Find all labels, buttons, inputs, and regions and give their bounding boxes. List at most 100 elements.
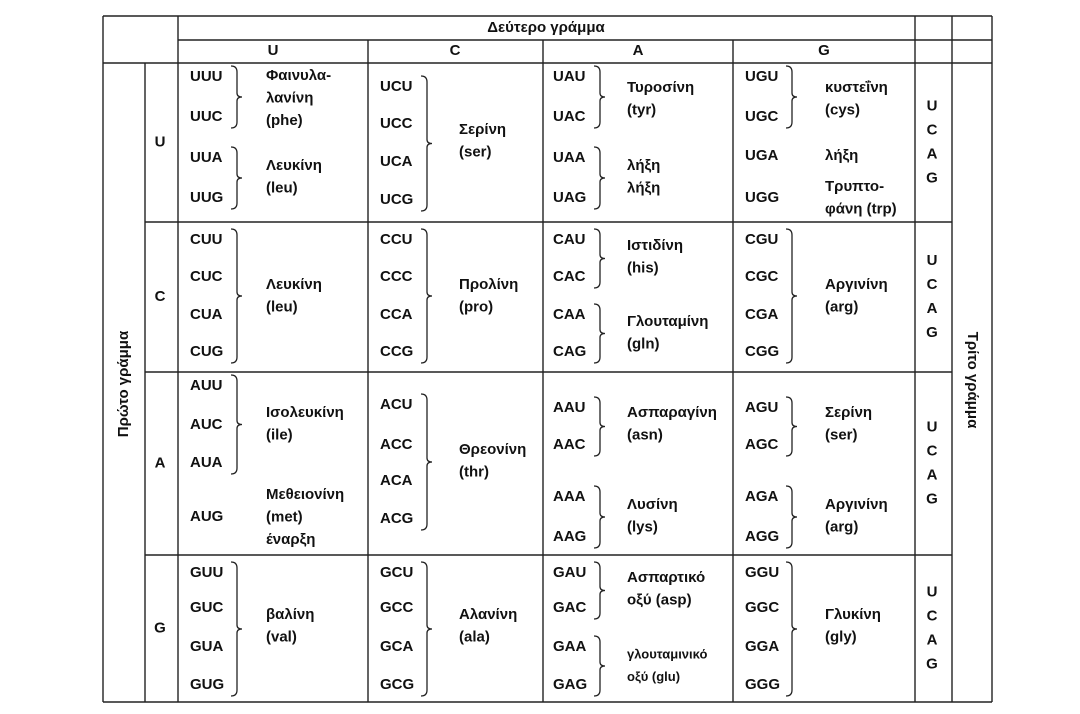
codon: UCA [380,153,413,170]
codon: GAC [553,599,587,616]
codon: GCG [380,676,414,693]
amino-acid-label: (ser) [459,143,492,160]
amino-acid-label: (ile) [266,426,293,443]
codon: ACG [380,510,413,527]
codon: CGC [745,268,779,285]
codon: ACC [380,436,413,453]
codon: UUC [190,108,223,125]
codon: CUG [190,343,223,360]
codon: CAC [553,268,586,285]
codon: GGC [745,599,779,616]
amino-acid-label: λήξη [627,157,660,174]
codon: CAU [553,231,586,248]
amino-acid-label: Μεθειονίνη [266,486,344,503]
amino-acid-label: (gly) [825,628,857,645]
second-letter-title: Δεύτερο γράμμα [487,19,605,36]
first-letter: U [155,133,166,150]
amino-acid-label: Λυσίνη [627,496,678,513]
amino-acid-label: λήξη [825,147,858,164]
codon: ACU [380,396,413,413]
amino-acid-label: (ser) [825,426,858,443]
codon: CCA [380,306,413,323]
brace [785,561,798,697]
codon: UAC [553,108,586,125]
codon: UGG [745,189,779,206]
brace [230,561,243,697]
amino-acid-label: Γλουταμίνη [627,313,708,330]
amino-acid-label: λήξη [627,179,660,196]
third-letter: G [926,655,938,672]
codon: CGA [745,306,779,323]
brace [230,65,243,129]
third-letter-title: Τρίτο γράμμα [964,332,981,429]
amino-acid-label: (thr) [459,463,489,480]
brace [593,228,606,289]
codon: CCG [380,343,413,360]
third-letter: G [926,169,938,186]
amino-acid-label: Αργινίνη [825,276,888,293]
codon: AGU [745,399,778,416]
third-letter: C [927,607,938,624]
amino-acid-label: (gln) [627,335,659,352]
amino-acid-label: (leu) [266,179,298,196]
codon: AAU [553,399,586,416]
codon: CGG [745,343,779,360]
amino-acid-label: Αργινίνη [825,496,888,513]
first-letter: C [155,288,166,305]
brace [593,396,606,457]
codon: GGG [745,676,780,693]
second-letter: G [818,42,830,59]
codon: GAA [553,638,587,655]
amino-acid-label: (tyr) [627,101,656,118]
codon: AGG [745,528,779,545]
brace [420,75,433,212]
brace [593,485,606,549]
codon: ACA [380,472,413,489]
codon: CAA [553,306,586,323]
amino-acid-label: Ισολευκίνη [266,404,344,421]
brace [593,146,606,210]
amino-acid-label: κυστεΐνη [825,79,888,96]
codon: CUU [190,231,223,248]
third-letter: C [927,276,938,293]
amino-acid-label: έναρξη [266,531,315,548]
codon: AAG [553,528,586,545]
amino-acid-label: Ασπαραγίνη [627,404,717,421]
codon: CAG [553,343,586,360]
codon: GAU [553,564,586,581]
third-letter: C [927,121,938,138]
codon: UUU [190,68,223,85]
codon: UGC [745,108,779,125]
amino-acid-label: (lys) [627,518,658,535]
amino-acid-label: (phe) [266,112,303,129]
amino-acid-label: (arg) [825,298,858,315]
brace [230,146,243,210]
third-letter: U [927,418,938,435]
brace [230,228,243,364]
codon: UAA [553,149,586,166]
amino-acid-label: Αλανίνη [459,606,517,623]
codon: GAG [553,676,587,693]
amino-acid-label: γλουταμινικό [627,646,707,661]
amino-acid-label: φάνη (trp) [825,200,897,217]
amino-acid-label: οξύ (asp) [627,591,692,608]
codon: CCC [380,268,413,285]
codon: GUC [190,599,224,616]
amino-acid-label: Ιστιδίνη [627,237,683,254]
codon: AAC [553,436,586,453]
amino-acid-label: (met) [266,508,303,525]
amino-acid-label: (his) [627,259,659,276]
third-letter: G [926,324,938,341]
codon: UUG [190,189,223,206]
codon: GCU [380,564,413,581]
brace [593,303,606,364]
amino-acid-label: Θρεονίνη [459,441,526,458]
amino-acid-label: Σερίνη [459,121,506,138]
brace [420,228,433,364]
brace [420,561,433,697]
amino-acid-label: (val) [266,628,297,645]
amino-acid-label: Προλίνη [459,276,518,293]
first-letter: A [155,454,166,471]
